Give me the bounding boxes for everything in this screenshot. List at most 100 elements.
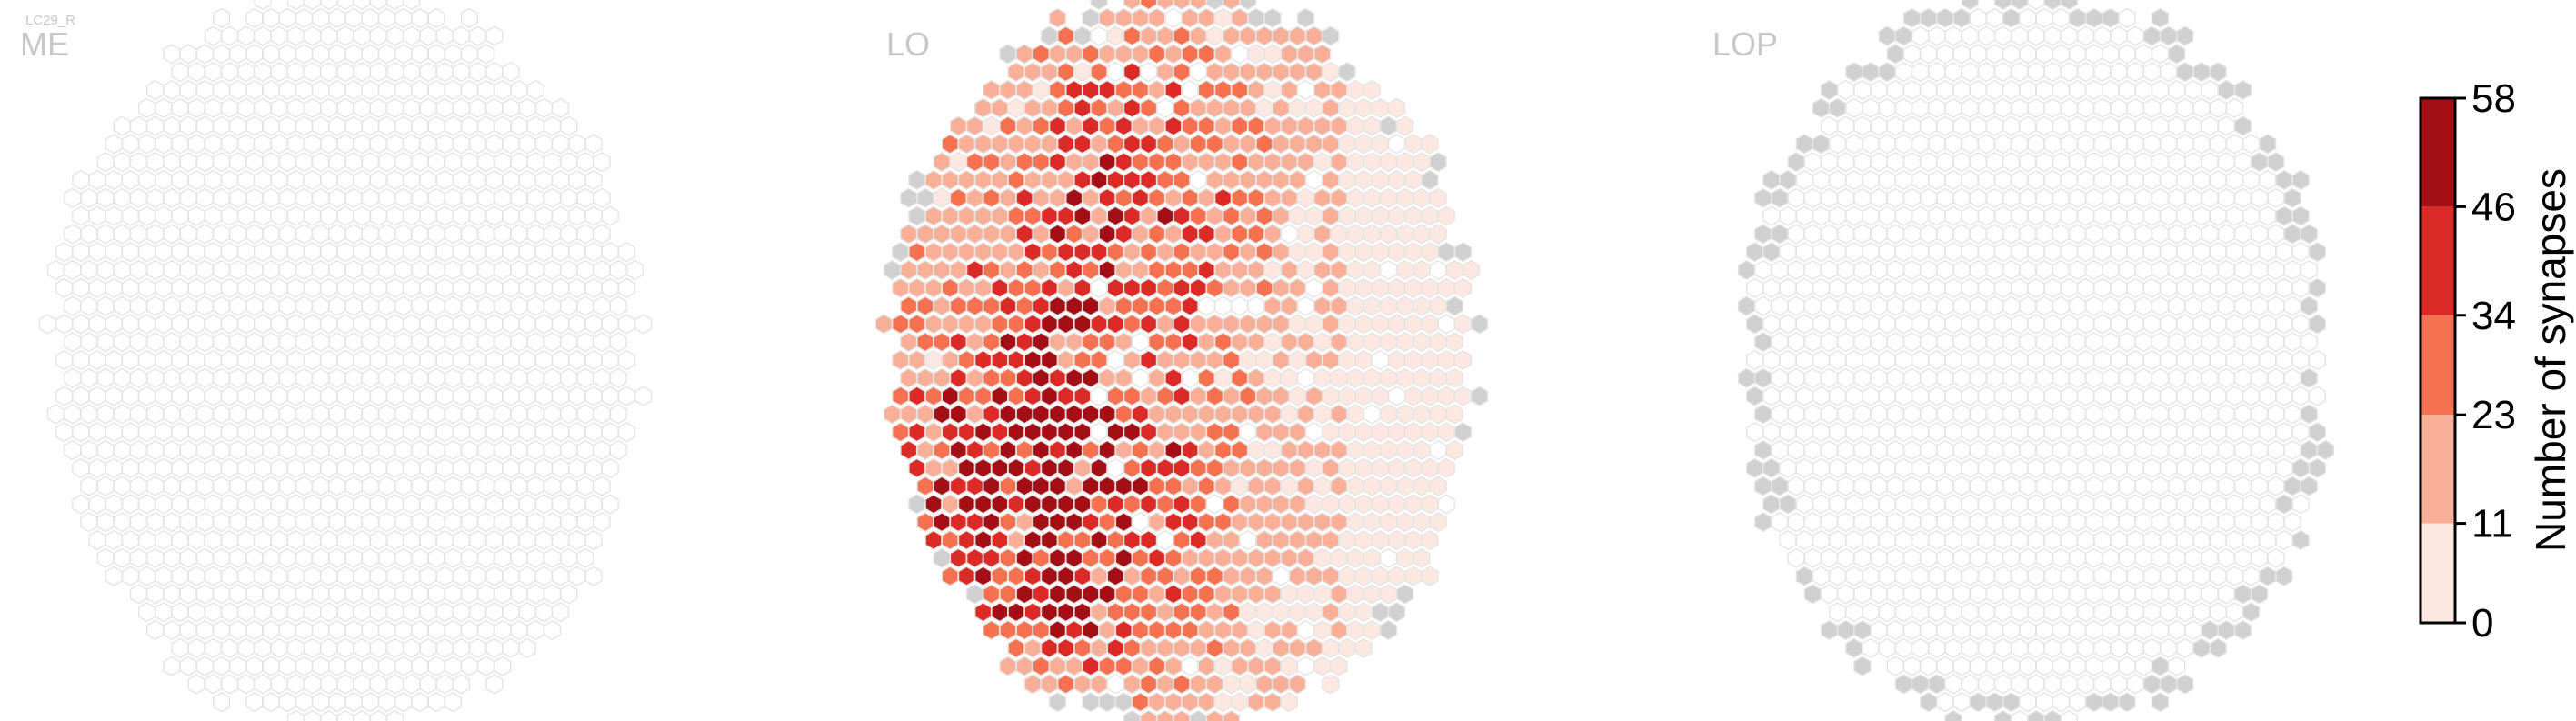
lop-hex-cell [1878,25,1896,46]
lo-hex-cell [965,187,984,208]
me-hex-cell [163,547,181,568]
lo-hex-cell [1222,349,1241,371]
lop-hex-cell [2093,169,2112,191]
me-hex-cell [163,404,181,425]
me-hex-cell [328,224,346,245]
lo-hex-cell [1197,367,1215,388]
me-hex-cell [427,115,445,136]
lo-hex-cell [1082,79,1100,101]
lop-hex-cell [2102,187,2120,208]
lop-hex-cell [2168,332,2186,353]
lo-hex-cell [1082,332,1100,353]
lop-hex-cell [2267,476,2285,496]
lo-hex-cell [1148,44,1166,65]
me-hex-cell [336,529,354,551]
lop-hex-cell [2035,259,2053,281]
lo-hex-cell [965,547,984,568]
lop-hex-cell [1985,584,2004,605]
lop-hex-cell [1787,367,1805,388]
lop-hex-cell [1985,259,2004,281]
lop-hex-cell [1969,295,1987,316]
me-hex-cell [361,187,379,208]
lop-hex-cell [1952,187,1971,208]
me-hex-cell [526,619,544,641]
lop-hex-cell [2267,187,2285,208]
lop-hex-cell [2027,674,2045,695]
me-hex-cell [584,529,603,551]
lo-hex-cell [916,332,934,353]
lop-hex-cell [1969,115,1987,136]
me-hex-cell [552,169,570,191]
lo-hex-cell [1379,115,1398,136]
lop-hex-cell [1952,367,1971,388]
lop-hex-cell [2233,224,2252,245]
lo-hex-cell [1181,115,1199,136]
lop-hex-cell [2035,115,2053,136]
me-hex-cell [220,566,239,586]
lo-hex-cell [1048,224,1067,245]
lo-hex-cell [1164,115,1183,136]
lo-hex-cell [1379,259,1398,281]
lo-hex-cell [1189,25,1207,46]
lo-hex-cell [1296,367,1315,388]
lop-hex-cell [2225,457,2244,478]
lo-hex-cell [1073,242,1092,263]
me-hex-cell [304,169,322,191]
me-hex-cell [163,439,181,461]
lo-hex-cell [1404,422,1423,443]
me-hex-cell [386,169,404,191]
me-hex-cell [460,439,479,461]
lo-hex-cell [1040,494,1059,515]
me-hex-cell [237,386,255,406]
me-hex-cell [254,205,272,226]
me-hex-cell [419,169,437,191]
lo-hex-cell [1032,547,1050,568]
me-hex-cell [477,656,495,676]
lo-hex-cell [1288,314,1307,335]
lo-hex-cell [1065,584,1083,605]
lop-hex-cell [1779,277,1797,298]
lop-hex-cell [1828,494,1847,515]
lo-hex-cell [1156,62,1174,83]
me-hex-cell [270,349,288,371]
lo-hex-cell [1387,566,1406,586]
lo-hex-cell [1396,367,1414,388]
me-hex-cell [593,152,611,173]
lo-hex-cell [1445,295,1463,316]
me-hex-cell [129,152,148,173]
lo-hex-cell [1296,187,1315,208]
me-hex-cell [534,169,553,191]
lop-hex-cell [2068,619,2087,641]
me-hex-cell [295,367,314,388]
me-hex-cell [278,7,296,28]
lo-hex-cell [1131,367,1150,388]
me-hex-cell [262,584,280,605]
me-hex-cell [245,547,264,568]
lo-hex-cell [1437,314,1455,335]
lo-hex-cell [1263,367,1282,388]
lo-hex-cell [916,224,934,245]
lo-hex-cell [1048,547,1067,568]
lo-hex-cell [1363,476,1381,496]
me-hex-cell [344,152,363,173]
lo-hex-cell [1040,602,1059,623]
lop-hex-cell [1969,547,1987,568]
me-hex-cell [435,169,454,191]
lo-hex-cell [1247,259,1265,281]
lop-hex-cell [1928,566,1946,586]
lo-hex-cell [1280,187,1298,208]
lo-hex-cell [1338,494,1356,515]
lo-hex-cell [1371,494,1390,515]
lop-hex-cell [2176,205,2194,226]
me-hex-cell [137,566,156,586]
me-hex-cell [163,476,181,496]
me-hex-cell [129,476,148,496]
me-hex-cell [336,242,354,263]
me-hex-cell [617,242,635,263]
lo-hex-cell [1156,457,1174,478]
lo-hex-cell [1338,205,1356,226]
lop-hex-cell [2093,602,2112,623]
lop-hex-cell [1902,404,1922,425]
me-hex-cell [353,674,371,695]
lo-hex-cell [1222,637,1241,658]
